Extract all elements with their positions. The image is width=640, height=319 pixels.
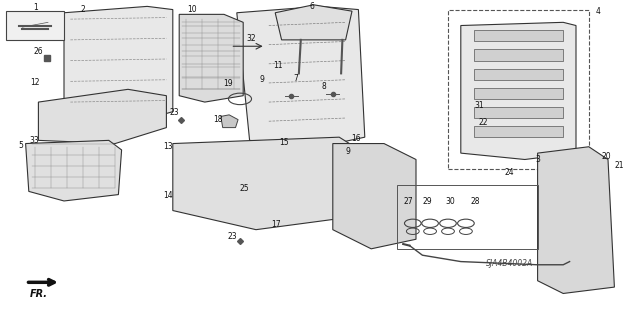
Polygon shape bbox=[64, 6, 173, 124]
Text: 32: 32 bbox=[246, 34, 256, 43]
Bar bbox=[474, 49, 563, 61]
Text: SJA4B4002A: SJA4B4002A bbox=[486, 259, 534, 268]
Text: 19: 19 bbox=[223, 79, 234, 88]
Text: 9: 9 bbox=[260, 75, 265, 84]
Text: 30: 30 bbox=[445, 197, 455, 206]
Text: 16: 16 bbox=[351, 134, 362, 143]
Polygon shape bbox=[173, 137, 365, 230]
Polygon shape bbox=[237, 6, 365, 147]
Bar bbox=[474, 30, 563, 41]
Text: 4: 4 bbox=[596, 7, 601, 16]
Text: 20: 20 bbox=[602, 152, 612, 161]
Text: 25: 25 bbox=[239, 184, 250, 193]
Text: 11: 11 bbox=[273, 61, 282, 70]
Text: 18: 18 bbox=[213, 115, 222, 124]
Bar bbox=[448, 10, 589, 169]
Text: 15: 15 bbox=[278, 138, 289, 147]
Bar bbox=[6, 11, 64, 40]
Text: 33: 33 bbox=[29, 136, 40, 145]
Text: 2: 2 bbox=[81, 5, 86, 14]
Polygon shape bbox=[179, 14, 243, 102]
Text: 23: 23 bbox=[227, 232, 237, 241]
Polygon shape bbox=[333, 144, 416, 249]
Bar bbox=[474, 107, 563, 118]
Text: 26: 26 bbox=[33, 47, 44, 56]
Polygon shape bbox=[275, 5, 352, 40]
Bar bbox=[474, 126, 563, 137]
Text: 27: 27 bbox=[403, 197, 413, 206]
Text: FR.: FR. bbox=[29, 289, 47, 299]
Polygon shape bbox=[38, 89, 166, 144]
Text: 9: 9 bbox=[345, 147, 350, 156]
Text: 1: 1 bbox=[33, 4, 38, 12]
Text: 21: 21 bbox=[615, 161, 624, 170]
Text: 12: 12 bbox=[31, 78, 40, 87]
Text: 8: 8 bbox=[321, 82, 326, 91]
Text: 31: 31 bbox=[474, 101, 484, 110]
Polygon shape bbox=[221, 115, 238, 128]
Text: 24: 24 bbox=[504, 168, 515, 177]
Text: 3: 3 bbox=[535, 155, 540, 164]
Text: 10: 10 bbox=[187, 5, 197, 14]
Bar bbox=[474, 69, 563, 80]
Text: 29: 29 bbox=[422, 197, 432, 206]
Text: 28: 28 bbox=[470, 197, 479, 206]
Polygon shape bbox=[538, 147, 614, 293]
Text: 5: 5 bbox=[18, 141, 23, 150]
Text: 22: 22 bbox=[479, 118, 488, 127]
Bar bbox=[397, 185, 538, 249]
Text: 13: 13 bbox=[163, 142, 173, 151]
Text: 23: 23 bbox=[169, 108, 179, 117]
Bar bbox=[474, 88, 563, 99]
Polygon shape bbox=[461, 22, 576, 160]
Text: 7: 7 bbox=[293, 74, 298, 83]
Text: 6: 6 bbox=[309, 2, 314, 11]
Text: 17: 17 bbox=[271, 220, 282, 229]
Text: 14: 14 bbox=[163, 191, 173, 200]
Polygon shape bbox=[26, 140, 122, 201]
